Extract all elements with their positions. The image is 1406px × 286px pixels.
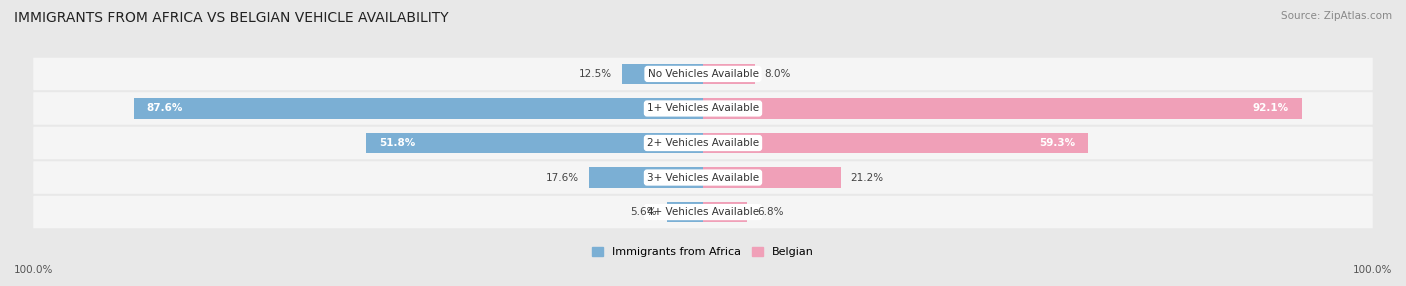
FancyBboxPatch shape xyxy=(34,127,1372,159)
Bar xyxy=(621,63,703,84)
Text: 92.1%: 92.1% xyxy=(1253,104,1288,114)
Text: 4+ Vehicles Available: 4+ Vehicles Available xyxy=(647,207,759,217)
Text: 100.0%: 100.0% xyxy=(14,265,53,275)
Bar xyxy=(666,202,703,223)
Text: 21.2%: 21.2% xyxy=(851,172,883,182)
Text: 87.6%: 87.6% xyxy=(146,104,183,114)
Text: 8.0%: 8.0% xyxy=(765,69,792,79)
Text: 17.6%: 17.6% xyxy=(546,172,579,182)
Bar xyxy=(703,202,747,223)
Text: Source: ZipAtlas.com: Source: ZipAtlas.com xyxy=(1281,11,1392,21)
Text: 51.8%: 51.8% xyxy=(380,138,416,148)
FancyBboxPatch shape xyxy=(34,161,1372,194)
Bar xyxy=(703,63,755,84)
Legend: Immigrants from Africa, Belgian: Immigrants from Africa, Belgian xyxy=(588,243,818,262)
Text: 6.8%: 6.8% xyxy=(756,207,783,217)
Text: IMMIGRANTS FROM AFRICA VS BELGIAN VEHICLE AVAILABILITY: IMMIGRANTS FROM AFRICA VS BELGIAN VEHICL… xyxy=(14,11,449,25)
Text: 59.3%: 59.3% xyxy=(1039,138,1076,148)
Bar xyxy=(589,167,703,188)
Text: 12.5%: 12.5% xyxy=(579,69,612,79)
Bar xyxy=(703,98,1302,119)
FancyBboxPatch shape xyxy=(34,92,1372,125)
Text: No Vehicles Available: No Vehicles Available xyxy=(648,69,758,79)
Bar xyxy=(703,167,841,188)
Bar xyxy=(703,133,1088,153)
Text: 100.0%: 100.0% xyxy=(1353,265,1392,275)
Bar xyxy=(134,98,703,119)
Text: 1+ Vehicles Available: 1+ Vehicles Available xyxy=(647,104,759,114)
Text: 5.6%: 5.6% xyxy=(630,207,657,217)
Text: 3+ Vehicles Available: 3+ Vehicles Available xyxy=(647,172,759,182)
Bar xyxy=(367,133,703,153)
Text: 2+ Vehicles Available: 2+ Vehicles Available xyxy=(647,138,759,148)
FancyBboxPatch shape xyxy=(34,196,1372,228)
FancyBboxPatch shape xyxy=(34,58,1372,90)
